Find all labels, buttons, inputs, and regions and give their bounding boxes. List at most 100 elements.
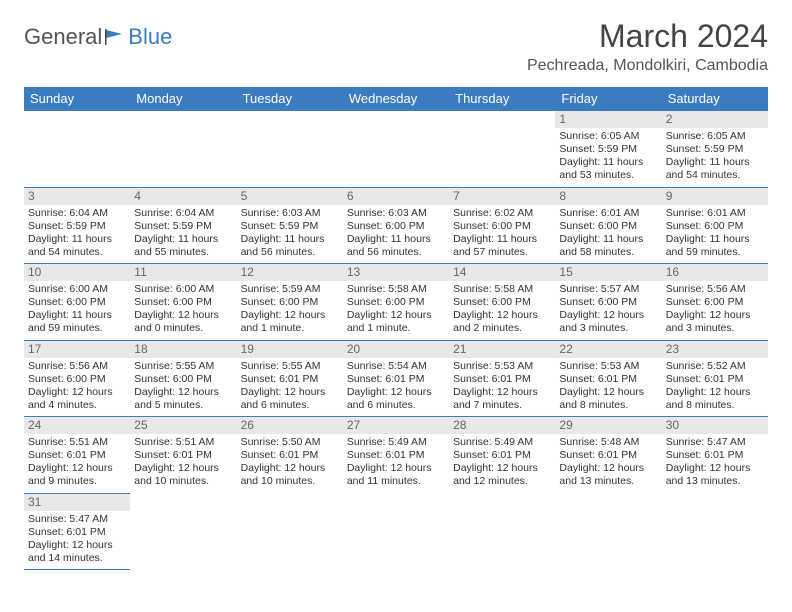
day-number: 8 [555,188,661,205]
day-number: 17 [24,341,130,358]
day-number: 23 [662,341,768,358]
calendar-cell: 8Sunrise: 6:01 AMSunset: 6:00 PMDaylight… [555,187,661,264]
cell-ss: Sunset: 5:59 PM [666,143,764,156]
cell-dl1: Daylight: 11 hours [666,156,764,169]
calendar-row: 10Sunrise: 6:00 AMSunset: 6:00 PMDayligh… [24,264,768,341]
logo-text-general: General [24,24,102,50]
cell-dl1: Daylight: 11 hours [241,233,339,246]
cell-sr: Sunrise: 5:54 AM [347,360,445,373]
cell-dl1: Daylight: 12 hours [347,386,445,399]
title-block: March 2024 Pechreada, Mondolkiri, Cambod… [527,18,768,75]
cell-dl1: Daylight: 12 hours [453,386,551,399]
cell-dl1: Daylight: 12 hours [28,539,126,552]
day-number: 9 [662,188,768,205]
calendar-cell: 9Sunrise: 6:01 AMSunset: 6:00 PMDaylight… [662,187,768,264]
calendar-cell: 7Sunrise: 6:02 AMSunset: 6:00 PMDaylight… [449,187,555,264]
cell-dl2: and 6 minutes. [347,399,445,412]
calendar-table: Sunday Monday Tuesday Wednesday Thursday… [24,87,768,570]
day-number: 2 [662,111,768,128]
cell-sr: Sunrise: 5:51 AM [28,436,126,449]
cell-dl1: Daylight: 12 hours [453,309,551,322]
calendar-row: 1Sunrise: 6:05 AMSunset: 5:59 PMDaylight… [24,111,768,188]
cell-ss: Sunset: 6:00 PM [28,373,126,386]
month-title: March 2024 [527,18,768,55]
day-number: 3 [24,188,130,205]
calendar-cell: 12Sunrise: 5:59 AMSunset: 6:00 PMDayligh… [237,264,343,341]
day-number: 20 [343,341,449,358]
cell-sr: Sunrise: 5:48 AM [559,436,657,449]
cell-dl2: and 3 minutes. [559,322,657,335]
cell-dl2: and 12 minutes. [453,475,551,488]
calendar-cell: 23Sunrise: 5:52 AMSunset: 6:01 PMDayligh… [662,340,768,417]
day-number: 29 [555,417,661,434]
cell-dl1: Daylight: 11 hours [347,233,445,246]
logo-flag-icon [104,28,126,46]
weekday-header: Monday [130,87,236,111]
weekday-header: Tuesday [237,87,343,111]
cell-dl1: Daylight: 12 hours [241,386,339,399]
cell-dl1: Daylight: 12 hours [241,309,339,322]
cell-sr: Sunrise: 5:51 AM [134,436,232,449]
cell-dl2: and 13 minutes. [559,475,657,488]
calendar-cell: 1Sunrise: 6:05 AMSunset: 5:59 PMDaylight… [555,111,661,188]
logo-text-blue: Blue [128,24,172,50]
cell-dl2: and 14 minutes. [28,552,126,565]
calendar-cell: 6Sunrise: 6:03 AMSunset: 6:00 PMDaylight… [343,187,449,264]
cell-ss: Sunset: 6:00 PM [134,296,232,309]
cell-dl1: Daylight: 12 hours [453,462,551,475]
cell-dl1: Daylight: 12 hours [134,386,232,399]
calendar-cell [449,111,555,188]
weekday-header: Sunday [24,87,130,111]
cell-sr: Sunrise: 5:56 AM [666,283,764,296]
cell-dl1: Daylight: 12 hours [666,386,764,399]
cell-dl2: and 0 minutes. [134,322,232,335]
calendar-cell: 24Sunrise: 5:51 AMSunset: 6:01 PMDayligh… [24,417,130,494]
calendar-cell [449,493,555,570]
weekday-header: Saturday [662,87,768,111]
cell-sr: Sunrise: 6:00 AM [134,283,232,296]
cell-dl2: and 59 minutes. [666,246,764,259]
cell-ss: Sunset: 6:01 PM [559,373,657,386]
cell-ss: Sunset: 6:00 PM [666,296,764,309]
cell-dl2: and 10 minutes. [241,475,339,488]
cell-dl2: and 54 minutes. [666,169,764,182]
cell-dl1: Daylight: 11 hours [666,233,764,246]
cell-dl1: Daylight: 12 hours [28,462,126,475]
calendar-cell: 4Sunrise: 6:04 AMSunset: 5:59 PMDaylight… [130,187,236,264]
calendar-cell: 17Sunrise: 5:56 AMSunset: 6:00 PMDayligh… [24,340,130,417]
day-number: 19 [237,341,343,358]
header: General Blue March 2024 Pechreada, Mondo… [24,18,768,75]
day-number: 15 [555,264,661,281]
location: Pechreada, Mondolkiri, Cambodia [527,57,768,75]
cell-dl1: Daylight: 11 hours [28,233,126,246]
day-number: 31 [24,494,130,511]
cell-ss: Sunset: 6:00 PM [559,296,657,309]
cell-dl1: Daylight: 11 hours [453,233,551,246]
cell-dl2: and 1 minute. [347,322,445,335]
day-number: 11 [130,264,236,281]
cell-sr: Sunrise: 5:47 AM [666,436,764,449]
cell-sr: Sunrise: 6:05 AM [666,130,764,143]
calendar-cell: 15Sunrise: 5:57 AMSunset: 6:00 PMDayligh… [555,264,661,341]
cell-sr: Sunrise: 6:05 AM [559,130,657,143]
cell-ss: Sunset: 6:01 PM [347,373,445,386]
cell-sr: Sunrise: 5:47 AM [28,513,126,526]
calendar-cell [24,111,130,188]
day-number: 27 [343,417,449,434]
cell-sr: Sunrise: 5:59 AM [241,283,339,296]
cell-ss: Sunset: 5:59 PM [241,220,339,233]
calendar-cell: 3Sunrise: 6:04 AMSunset: 5:59 PMDaylight… [24,187,130,264]
cell-ss: Sunset: 6:01 PM [28,526,126,539]
cell-ss: Sunset: 6:00 PM [347,296,445,309]
calendar-cell: 5Sunrise: 6:03 AMSunset: 5:59 PMDaylight… [237,187,343,264]
cell-ss: Sunset: 6:01 PM [666,373,764,386]
calendar-cell: 27Sunrise: 5:49 AMSunset: 6:01 PMDayligh… [343,417,449,494]
cell-dl1: Daylight: 12 hours [559,462,657,475]
cell-ss: Sunset: 6:01 PM [241,449,339,462]
day-number: 12 [237,264,343,281]
cell-dl2: and 4 minutes. [28,399,126,412]
day-number: 5 [237,188,343,205]
cell-dl1: Daylight: 12 hours [134,462,232,475]
calendar-cell: 21Sunrise: 5:53 AMSunset: 6:01 PMDayligh… [449,340,555,417]
cell-dl2: and 7 minutes. [453,399,551,412]
